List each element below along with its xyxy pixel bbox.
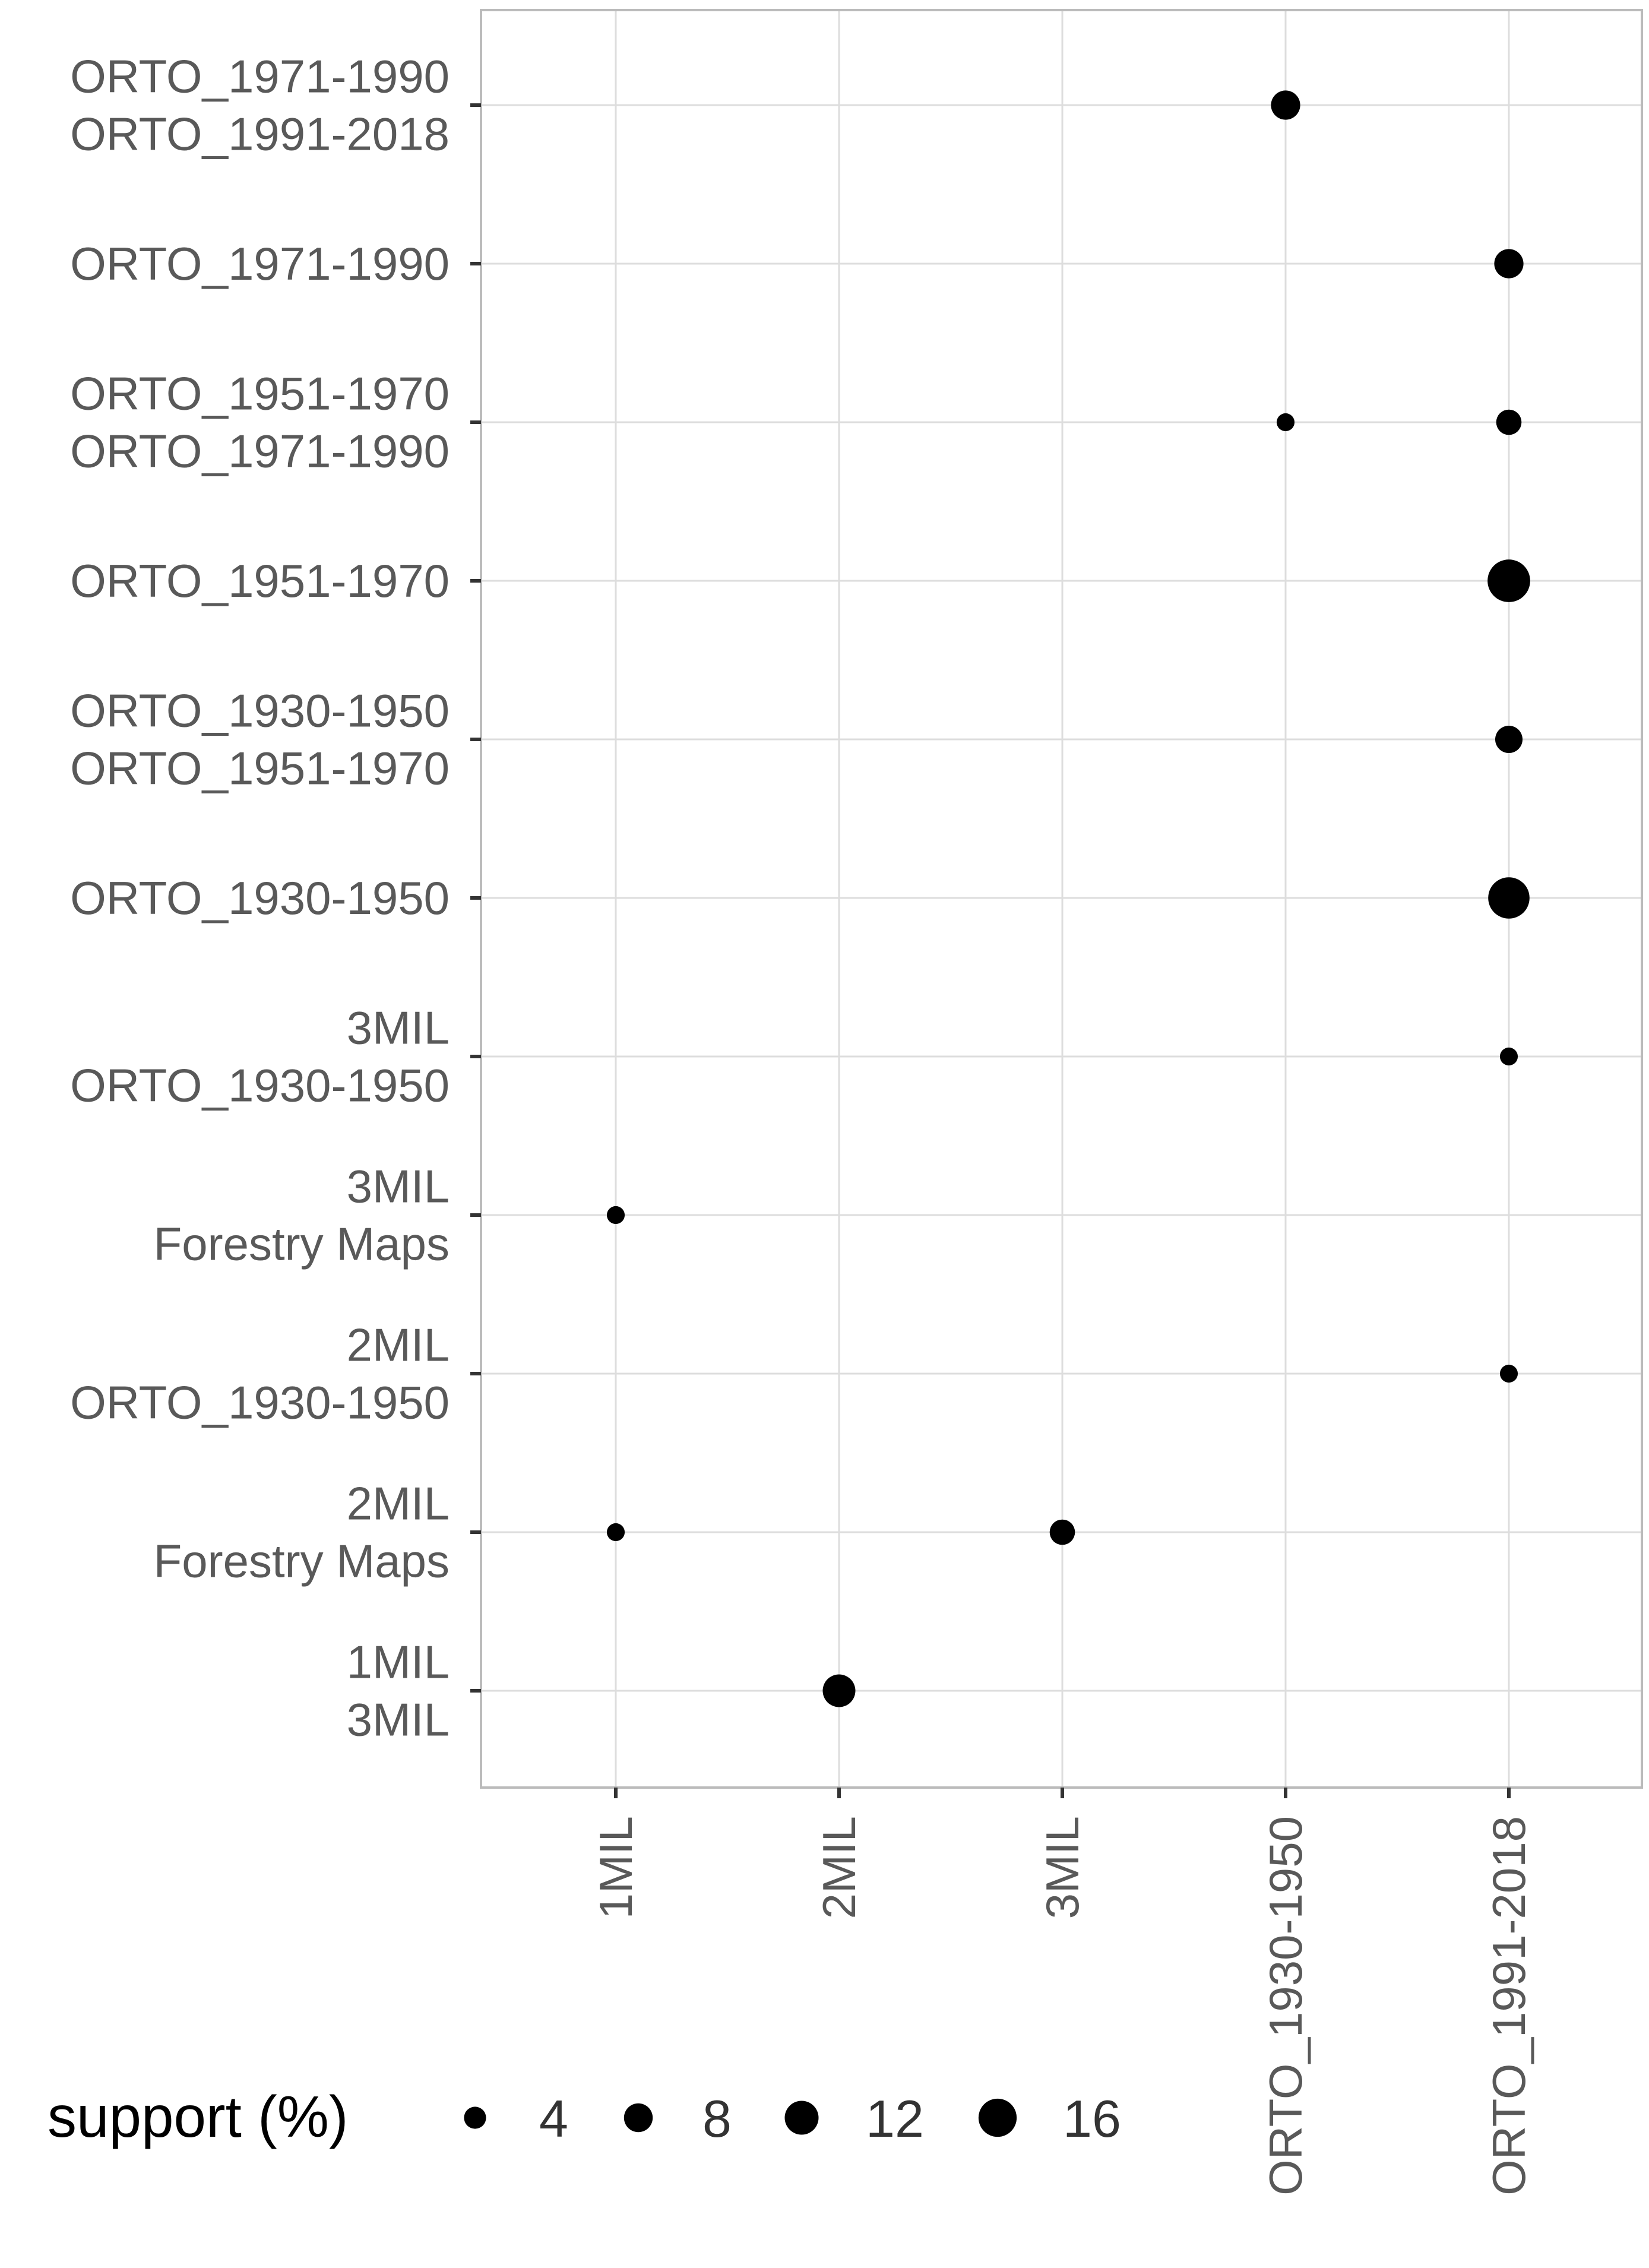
legend-label: 16 [1063,2089,1121,2148]
y-tick-label: 3MIL [347,1694,450,1746]
y-axis: ORTO_1971-1990ORTO_1991-2018ORTO_1971-19… [70,50,481,1746]
y-tick-label: ORTO_1951-1970 [70,555,450,607]
data-point [1049,1519,1075,1545]
y-tick-label: ORTO_1930-1950 [70,1377,450,1429]
data-point [1494,249,1524,279]
y-tick-label: 2MIL [347,1478,450,1530]
y-tick-label: ORTO_1971-1990 [70,238,450,290]
x-tick-label: 3MIL [1036,1816,1088,1919]
legend-label: 4 [539,2089,568,2148]
y-tick-label: ORTO_1971-1990 [70,425,450,477]
data-point [1276,413,1295,432]
data-point [1496,409,1522,435]
data-point [1495,725,1523,754]
data-point [606,1206,625,1225]
y-tick-label: ORTO_1971-1990 [70,50,450,103]
x-axis: 1MIL 2MIL 3MIL ORTO_1930-1950 ORTO_1991-2018 [590,1788,1535,2196]
x-tick-label: ORTO_1991-2018 [1483,1816,1535,2196]
y-tick-label: 3MIL [347,1002,450,1054]
y-tick-label: ORTO_1991-2018 [70,108,450,160]
data-point [1487,559,1530,602]
y-tick-label: ORTO_1951-1970 [70,368,450,420]
y-tick-label: 2MIL [347,1319,450,1371]
legend-label: 12 [866,2089,924,2148]
legend-key [623,2103,653,2133]
y-tick-label: ORTO_1930-1950 [70,872,450,924]
legend-key [978,2098,1017,2137]
x-tick-label: 2MIL [813,1816,865,1919]
y-tick-label: 3MIL [347,1160,450,1213]
y-tick-label: 1MIL [347,1636,450,1688]
y-tick-label: ORTO_1930-1950 [70,1059,450,1112]
y-tick-label: ORTO_1951-1970 [70,742,450,795]
legend-key [784,2101,819,2135]
data-point [1488,877,1530,919]
size-legend: support (%) 4 8 12 16 [48,2084,1121,2149]
x-tick-label: 1MIL [590,1816,642,1919]
data-point [1499,1047,1518,1066]
data-point [822,1674,856,1707]
legend-label: 8 [702,2089,732,2148]
data-points [606,90,1530,1707]
legend-key [464,2106,486,2129]
x-tick-label: ORTO_1930-1950 [1259,1816,1312,2196]
y-tick-label: Forestry Maps [154,1535,450,1587]
y-tick-label: ORTO_1930-1950 [70,685,450,737]
data-point [606,1523,625,1542]
legend-title: support (%) [48,2084,349,2149]
data-point [1499,1364,1518,1383]
y-tick-label: Forestry Maps [154,1218,450,1270]
data-point [1271,90,1300,120]
